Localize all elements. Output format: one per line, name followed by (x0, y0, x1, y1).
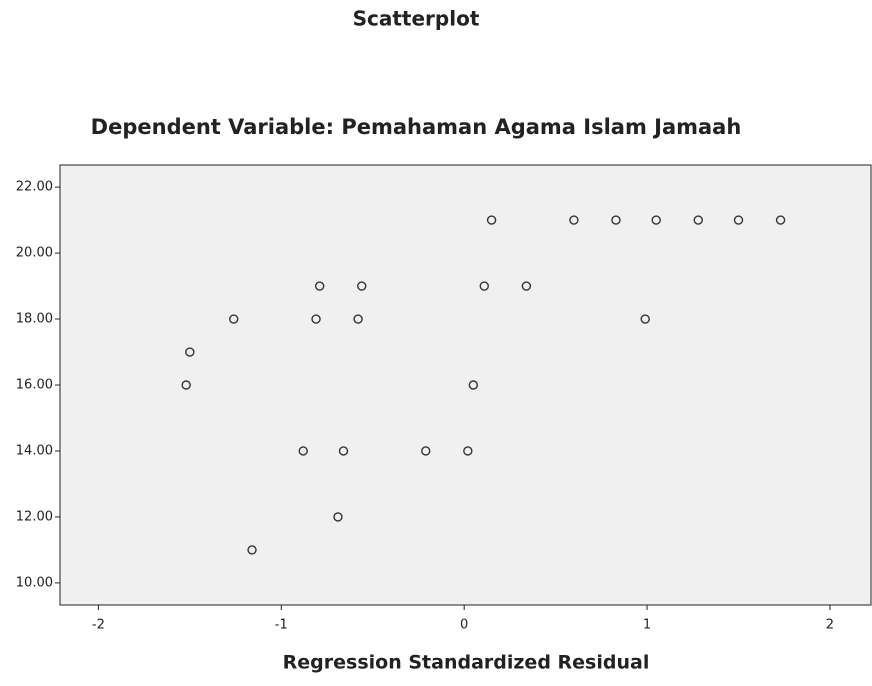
point (357, 281, 367, 291)
point (651, 215, 661, 225)
point (353, 314, 363, 324)
point (611, 215, 621, 225)
point (775, 215, 786, 225)
point (333, 512, 343, 522)
plot-area (59, 164, 872, 606)
point (181, 380, 191, 390)
x-axis-label: Regression Standardized Residual (283, 652, 650, 674)
point (311, 314, 321, 324)
y-tick-label: 12.00 (16, 509, 53, 524)
point (338, 446, 349, 456)
point (247, 545, 257, 555)
y-tick-label: 14.00 (16, 443, 53, 458)
point (693, 215, 703, 225)
y-tick-label: 16.00 (16, 378, 53, 393)
x-tick-label: -2 (92, 618, 105, 633)
point (479, 281, 489, 291)
y-tick-label: 18.00 (16, 312, 53, 327)
chart-title: Scatterplot (353, 7, 480, 31)
point (421, 446, 431, 456)
point (486, 215, 497, 225)
point (521, 281, 532, 291)
y-tick-label: 22.00 (16, 180, 53, 195)
point (640, 314, 650, 324)
chart-subtitle: Dependent Variable: Pemahaman Agama Isla… (91, 115, 742, 139)
x-tick-label: 2 (826, 618, 834, 633)
point (229, 314, 239, 324)
y-tick-label: 10.00 (16, 575, 53, 590)
x-tick-label: 1 (643, 618, 651, 633)
point (569, 215, 579, 225)
point (314, 281, 325, 291)
point (185, 347, 195, 357)
y-tick-label: 20.00 (16, 246, 53, 261)
point (468, 380, 479, 390)
x-tick-label: -1 (275, 618, 288, 633)
point (733, 215, 744, 225)
point (298, 446, 308, 456)
point (463, 446, 473, 456)
x-tick-label: 0 (460, 618, 468, 633)
